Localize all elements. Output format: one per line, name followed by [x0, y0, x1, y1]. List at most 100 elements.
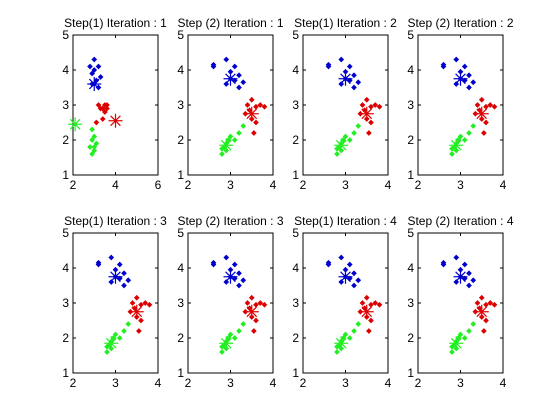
x-tick-label: 4: [270, 376, 277, 390]
data-point: [470, 277, 477, 284]
data-point: [449, 151, 455, 157]
y-tick-label: 1: [292, 366, 299, 380]
y-tick-label: 2: [292, 133, 299, 147]
star-stroke: [131, 306, 143, 318]
data-point: [248, 96, 255, 103]
star-stroke: [455, 271, 466, 283]
star-stroke: [340, 271, 351, 283]
data-point: [334, 349, 340, 355]
centroid-star-marker: [108, 269, 123, 284]
centroid-star-marker: [334, 336, 349, 351]
x-tick-label: 2: [185, 178, 192, 192]
x-tick-label: 2: [415, 376, 422, 390]
star-stroke: [361, 306, 373, 318]
y-tick-label: 1: [62, 366, 69, 380]
data-point: [121, 270, 127, 277]
data-point: [483, 301, 489, 308]
x-tick-label: 2: [415, 178, 422, 192]
data-point: [325, 63, 332, 70]
centroid-star-marker: [449, 336, 464, 351]
data-point: [131, 305, 138, 312]
data-point: [219, 349, 225, 355]
data-point: [223, 254, 230, 261]
data-point: [478, 294, 485, 301]
subplot-title: Step (2) Iteration : 2: [407, 16, 513, 30]
data-point: [104, 349, 110, 355]
y-tick-label: 5: [407, 28, 414, 42]
data-point: [261, 103, 268, 110]
data-point: [102, 109, 108, 115]
data-point: [351, 328, 357, 334]
data-point: [478, 96, 485, 103]
subplot-title: Step (2) Iteration : 4: [407, 214, 513, 228]
star-stroke: [105, 337, 117, 349]
data-point: [121, 282, 127, 289]
y-tick-label: 2: [177, 133, 184, 147]
data-point: [372, 102, 379, 108]
data-point: [257, 300, 264, 306]
data-point: [466, 130, 472, 136]
subplot-title: Step(1) Iteration : 1: [64, 16, 167, 30]
x-tick-label: 3: [112, 376, 119, 390]
y-tick-label: 3: [407, 296, 414, 310]
data-point: [453, 81, 460, 87]
data-point: [240, 123, 247, 129]
data-point: [325, 261, 332, 268]
data-point: [125, 277, 132, 284]
x-tick-label: 2: [70, 178, 77, 192]
data-point: [146, 301, 153, 308]
data-point: [351, 270, 357, 277]
y-tick-label: 5: [292, 28, 299, 42]
data-point: [359, 300, 366, 306]
y-tick-label: 2: [292, 331, 299, 345]
data-point: [138, 317, 144, 324]
data-point: [487, 300, 494, 306]
centroid-star-marker: [453, 269, 468, 284]
data-point: [231, 63, 238, 70]
data-point: [261, 301, 268, 308]
data-point: [236, 328, 242, 334]
data-point: [491, 103, 498, 110]
y-tick-label: 5: [177, 226, 184, 240]
x-tick-label: 3: [457, 376, 464, 390]
data-point: [363, 96, 370, 103]
subplot-title: Step(1) Iteration : 3: [64, 214, 167, 228]
centroid-star-marker: [338, 71, 353, 86]
y-tick-label: 2: [407, 133, 414, 147]
data-point: [210, 261, 217, 268]
data-point: [355, 321, 362, 327]
y-tick-label: 5: [407, 226, 414, 240]
y-tick-label: 1: [407, 366, 414, 380]
data-point: [227, 331, 234, 338]
star-stroke: [88, 78, 100, 90]
data-point: [461, 261, 468, 268]
data-point: [376, 103, 383, 110]
data-point: [244, 300, 251, 306]
centroid-star-marker: [219, 138, 234, 153]
data-point: [95, 63, 102, 70]
data-point: [481, 130, 487, 136]
x-tick-label: 4: [112, 178, 119, 192]
star-stroke: [450, 337, 462, 349]
data-point: [89, 137, 95, 143]
data-point: [481, 328, 487, 334]
y-tick-label: 1: [407, 168, 414, 182]
centroid-star-marker: [453, 71, 468, 86]
x-tick-label: 2: [300, 376, 307, 390]
data-point: [372, 300, 379, 306]
data-point: [351, 130, 357, 136]
data-point: [246, 305, 253, 312]
data-point: [99, 116, 106, 122]
data-point: [108, 279, 115, 285]
data-point: [89, 126, 95, 133]
data-point: [355, 123, 362, 129]
star-stroke: [361, 108, 373, 120]
centroid-star-marker: [334, 138, 349, 153]
data-point: [240, 321, 247, 327]
